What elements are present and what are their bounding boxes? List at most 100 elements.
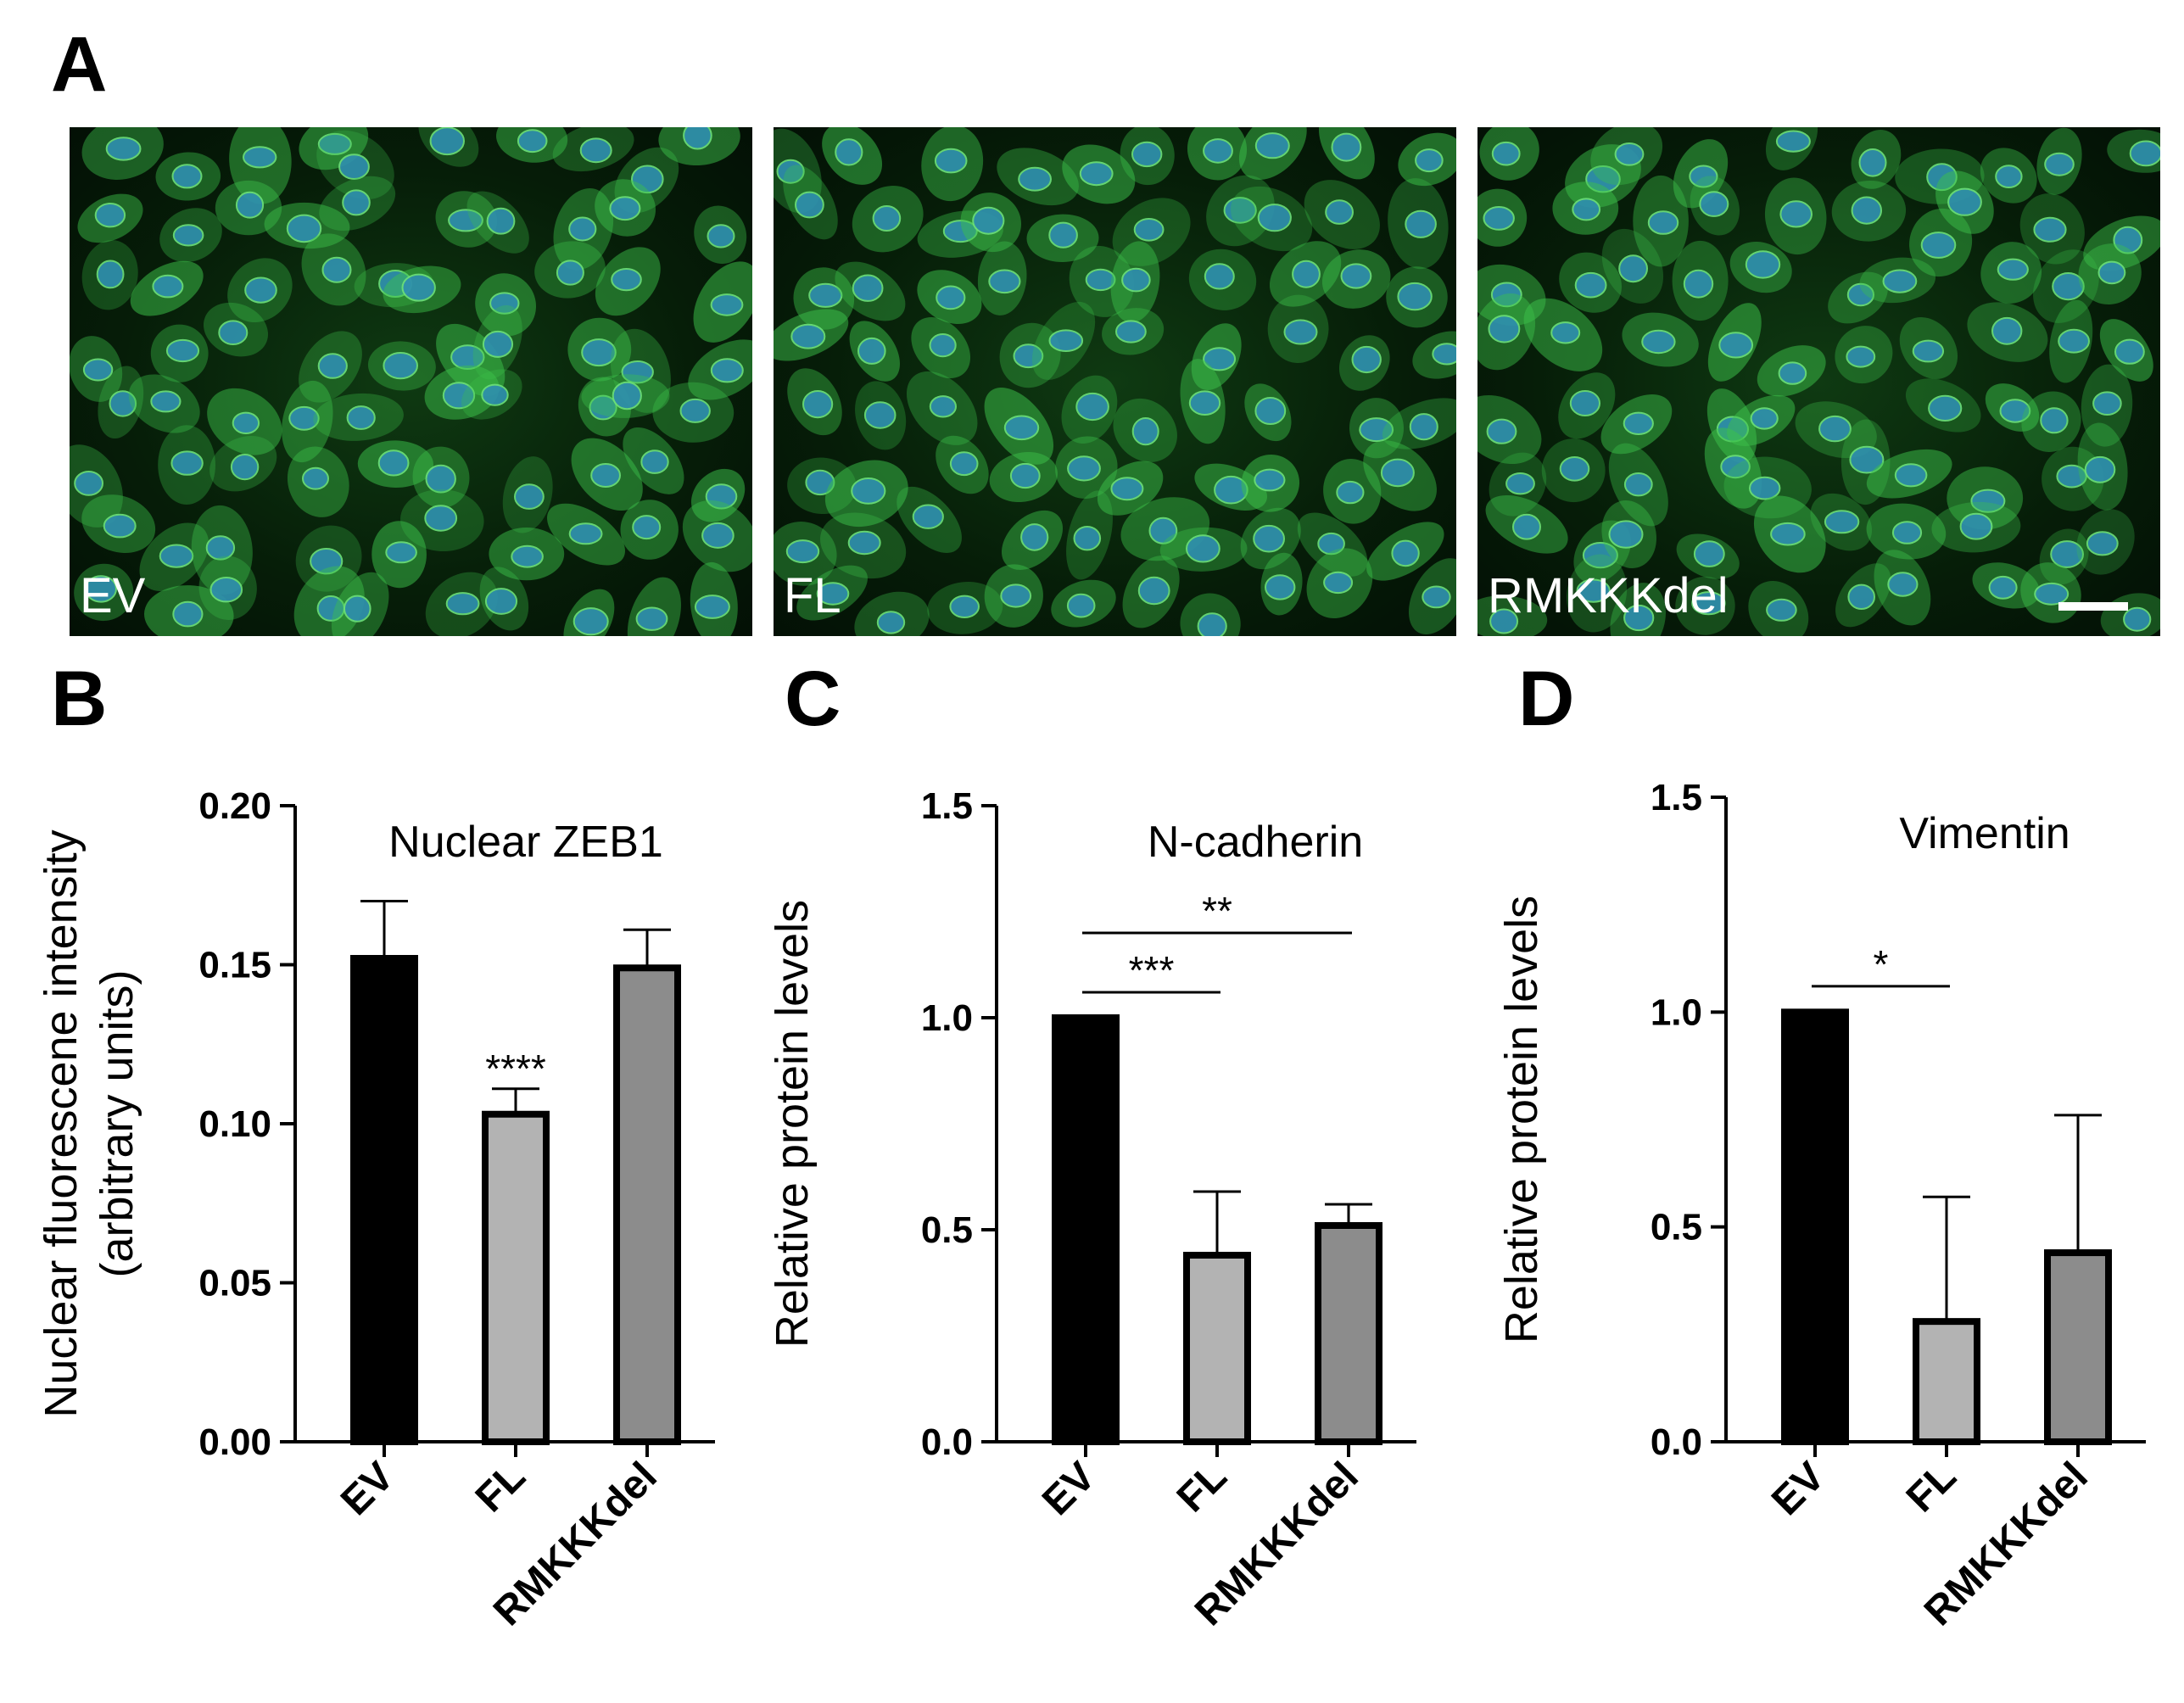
- cell-nucleus: [1254, 468, 1286, 492]
- cell-nucleus: [243, 146, 277, 169]
- x-tick-label: FL: [1169, 1454, 1236, 1521]
- cell-nucleus: [1203, 347, 1237, 371]
- cell-nucleus: [1749, 476, 1781, 500]
- cell-nucleus: [1505, 472, 1535, 495]
- y-axis-label: Relative protein levels: [1496, 896, 1547, 1343]
- cell-nucleus: [1623, 604, 1655, 632]
- cell-nucleus: [1197, 612, 1227, 636]
- cell-nucleus: [1912, 339, 1945, 363]
- panel-label-b: B: [51, 656, 108, 742]
- cell-nucleus: [165, 338, 200, 363]
- cell-nucleus: [1693, 540, 1725, 567]
- cell-nucleus: [710, 293, 744, 316]
- cell-nucleus: [710, 358, 744, 383]
- cell-nucleus: [589, 394, 617, 421]
- cell-nucleus: [218, 320, 249, 345]
- cell-nucleus: [1048, 329, 1084, 352]
- bar-fl: [482, 1110, 550, 1445]
- y-tick-label: 1.0: [921, 997, 973, 1039]
- cell-nucleus: [1391, 539, 1420, 567]
- cell-nucleus: [632, 515, 662, 540]
- cell-nucleus: [1409, 413, 1438, 441]
- chart-title: Vimentin: [1899, 809, 2069, 858]
- cell-nucleus: [152, 274, 184, 299]
- bar-rmkkkdel: [1315, 1222, 1382, 1445]
- y-tick-label: 1.0: [1651, 991, 1702, 1033]
- cell-nucleus: [1970, 489, 2006, 513]
- cell-nucleus: [872, 205, 902, 232]
- cell-nucleus: [1928, 394, 1963, 422]
- cell-nucleus: [1775, 130, 1811, 153]
- bar-ev: [350, 955, 418, 1445]
- y-tick-label: 0.00: [198, 1421, 271, 1463]
- cell-nucleus: [808, 282, 843, 308]
- cell-nucleus: [863, 401, 897, 429]
- cell-nucleus: [170, 450, 204, 476]
- cell-nucleus: [705, 483, 738, 510]
- cell-nucleus: [1778, 361, 1807, 385]
- cell-nucleus: [1336, 480, 1365, 505]
- cell-nucleus: [1115, 320, 1147, 343]
- x-tick-label: FL: [467, 1454, 534, 1521]
- cell-nucleus: [1491, 141, 1521, 166]
- significance-stars: **: [1202, 889, 1232, 933]
- cell-nucleus: [1894, 463, 1928, 488]
- cell-nucleus: [1075, 392, 1109, 422]
- cell-nucleus: [517, 129, 548, 154]
- cell-nucleus: [2033, 216, 2067, 243]
- cell-nucleus: [611, 268, 642, 292]
- cell-nucleus: [795, 191, 824, 219]
- cell-nucleus: [342, 189, 371, 216]
- cell-nucleus: [1623, 411, 1654, 435]
- cell-nucleus: [286, 214, 322, 243]
- cell-nucleus: [1691, 591, 1726, 616]
- cell-nucleus: [609, 196, 641, 221]
- cell-nucleus: [445, 592, 480, 616]
- cell-nucleus: [683, 127, 712, 150]
- bar-ev: [1781, 1008, 1849, 1446]
- cell-nucleus: [82, 358, 114, 382]
- cell-nucleus: [1991, 316, 2023, 345]
- cell-nucleus: [573, 607, 609, 636]
- cell-nucleus: [912, 504, 944, 529]
- y-tick-label: 0.15: [198, 945, 271, 986]
- cell-nucleus: [2056, 464, 2087, 489]
- cells-layer: [70, 127, 752, 636]
- y-tick-label: 1.5: [1651, 777, 1702, 818]
- cell-nucleus: [1380, 458, 1415, 488]
- cell-nucleus: [1359, 417, 1394, 443]
- cell-nucleus: [852, 274, 884, 302]
- y-axis-label: Relative protein levels: [767, 900, 818, 1348]
- micrograph-label: FL: [784, 568, 841, 623]
- cell-nucleus: [1351, 345, 1382, 374]
- cell-nucleus: [631, 165, 664, 194]
- y-tick-label: 0.5: [1651, 1207, 1702, 1248]
- cell-nucleus: [876, 611, 906, 634]
- cell-nucleus: [205, 535, 236, 561]
- cell-nucleus: [1718, 332, 1754, 359]
- cell-nucleus: [568, 216, 597, 242]
- cell-nucleus: [2097, 260, 2126, 285]
- cell-nucleus: [949, 451, 979, 477]
- cell-nucleus: [103, 513, 137, 539]
- cell-nucleus: [1133, 218, 1165, 242]
- cell-nucleus: [109, 390, 137, 417]
- significance-stars: *: [1874, 942, 1889, 986]
- scale-bar: [2058, 602, 2128, 611]
- cell-nucleus: [1131, 141, 1163, 168]
- cell-nucleus: [1186, 534, 1220, 563]
- cell-nucleus: [988, 269, 1021, 294]
- cell-nucleus: [1254, 397, 1287, 425]
- cell-nucleus: [1020, 523, 1049, 551]
- cell-nucleus: [288, 405, 320, 431]
- cell-nucleus: [346, 405, 376, 430]
- cell-nucleus: [1283, 319, 1318, 345]
- cell-nucleus: [1340, 263, 1372, 289]
- cell-nucleus: [2058, 328, 2090, 354]
- cell-nucleus: [1947, 187, 1982, 216]
- cell-image: [774, 127, 1456, 636]
- micrograph-label: EV: [80, 568, 146, 623]
- cell-nucleus: [1846, 345, 1876, 368]
- y-tick-label: 0.20: [198, 785, 271, 827]
- cell-nucleus: [1623, 472, 1653, 497]
